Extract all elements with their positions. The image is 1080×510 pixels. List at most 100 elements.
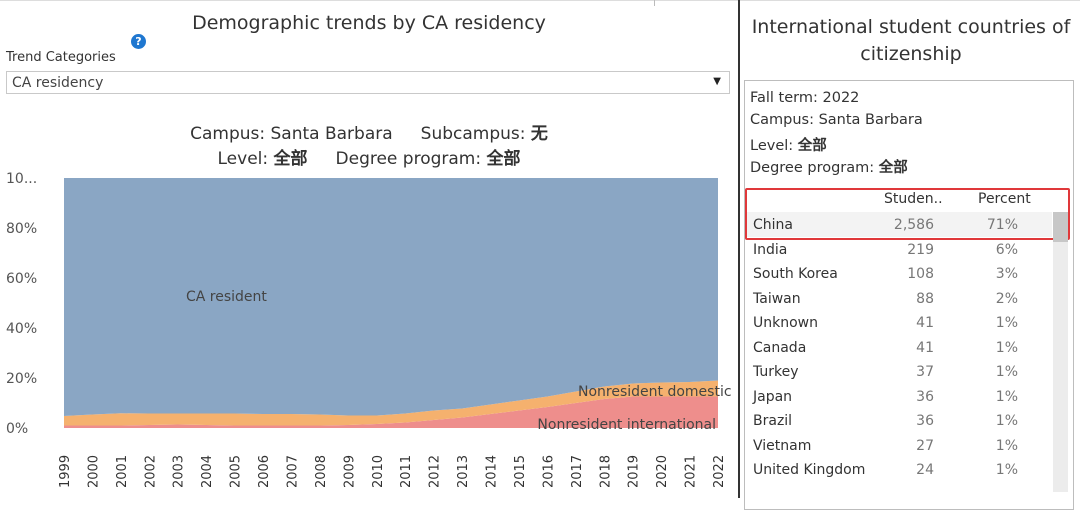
- x-tick-label: 2017: [570, 455, 585, 488]
- table-row[interactable]: Unknown 41 1%: [746, 312, 1052, 336]
- table-row[interactable]: South Korea 108 3%: [746, 263, 1052, 287]
- x-tick-label: 2021: [684, 455, 699, 488]
- student-percent: 1%: [995, 388, 1018, 405]
- chart-subtitle-line1: Campus: Santa Barbara Subcampus: 无: [0, 119, 738, 144]
- right-panel-title: International student countries of citiz…: [751, 16, 1071, 65]
- x-tick-label: 2013: [456, 455, 471, 488]
- level-label: Level:: [217, 149, 269, 169]
- help-icon[interactable]: ?: [131, 34, 146, 49]
- country-name: Vietnam: [753, 437, 812, 454]
- area-chart[interactable]: 0% 20% 40% 60% 80% 10... 1999 2000 2001 2002 2003…: [0, 170, 738, 498]
- table-row[interactable]: Turkey 37 1%: [746, 361, 1052, 385]
- right-level-label: Level:: [750, 138, 794, 154]
- student-percent: 1%: [995, 315, 1018, 331]
- dropdown-arrow-icon[interactable]: ▼: [713, 76, 721, 87]
- y-tick-label: 40%: [6, 321, 37, 337]
- x-tick-label: 2005: [229, 455, 244, 488]
- table-row[interactable]: China 2,586 71%: [746, 214, 1052, 238]
- country-name: Canada: [753, 339, 807, 356]
- x-tick-label: 2014: [485, 455, 500, 488]
- country-name: Japan: [753, 388, 793, 405]
- right-level-value: 全部: [797, 138, 827, 154]
- table-scrollbar-thumb[interactable]: [1053, 212, 1068, 242]
- student-count: 41: [916, 315, 934, 331]
- area-nonresident-domestic[interactable]: [64, 380, 718, 426]
- x-tick-label: 2022: [712, 455, 727, 488]
- country-name: Brazil: [753, 413, 793, 429]
- table-row[interactable]: Taiwan 88 2%: [746, 288, 1052, 312]
- table-row[interactable]: United Kingdom 24 1%: [746, 459, 1052, 483]
- x-tick-label: 2001: [115, 455, 130, 488]
- student-percent: 6%: [995, 241, 1018, 258]
- trend-categories-dropdown[interactable]: CA residency ▼: [6, 71, 730, 94]
- student-count: 41: [916, 339, 934, 356]
- y-tick-label: 10...: [6, 171, 37, 187]
- student-percent: 1%: [995, 413, 1018, 429]
- top-border: [0, 0, 1080, 6]
- campus-label: Campus: Santa Barbara: [190, 124, 393, 144]
- trend-categories-label: Trend Categories: [6, 50, 116, 65]
- x-tick-label: 2004: [200, 455, 215, 488]
- student-percent: 2%: [995, 290, 1018, 307]
- x-tick-label: 2009: [342, 455, 357, 488]
- country-name: India: [753, 241, 788, 258]
- x-tick-label: 2012: [428, 455, 443, 488]
- student-percent: 1%: [995, 437, 1018, 454]
- panel-divider: [738, 0, 740, 498]
- area-nonresident-international[interactable]: [64, 396, 718, 429]
- student-count: 27: [916, 437, 934, 454]
- area-label: CA resident: [186, 289, 267, 305]
- student-percent: 1%: [995, 364, 1018, 380]
- right-degree: Degree program: 全部: [750, 156, 908, 177]
- country-name: South Korea: [753, 266, 838, 282]
- x-tick-label: 2002: [143, 455, 158, 488]
- x-tick-label: 2010: [371, 455, 386, 488]
- right-level: Level: 全部: [750, 134, 827, 155]
- col-students-header[interactable]: Studen..: [884, 191, 943, 207]
- table-scrollbar[interactable]: [1053, 212, 1068, 492]
- table-row[interactable]: India 219 6%: [746, 239, 1052, 263]
- y-tick-label: 20%: [6, 371, 37, 387]
- student-count: 36: [916, 413, 934, 429]
- y-tick-label: 0%: [6, 421, 28, 437]
- right-degree-value: 全部: [878, 160, 908, 176]
- x-tick-label: 1999: [58, 455, 73, 488]
- table-row[interactable]: Japan 36 1%: [746, 386, 1052, 410]
- student-count: 219: [907, 241, 934, 258]
- highlight-box: [745, 188, 1070, 240]
- table-header: Studen.. Percent: [746, 188, 1070, 210]
- x-tick-label: 2011: [399, 455, 414, 488]
- fall-term: Fall term: 2022: [750, 90, 860, 106]
- student-percent: 1%: [995, 339, 1018, 356]
- table-row[interactable]: Brazil 36 1%: [746, 410, 1052, 434]
- x-tick-label: 2016: [541, 455, 556, 488]
- student-count: 88: [916, 290, 934, 307]
- area-label: Nonresident domestic: [578, 384, 732, 400]
- level-value: 全部: [273, 149, 308, 169]
- country-name: China: [753, 217, 793, 233]
- right-degree-label: Degree program:: [750, 160, 875, 176]
- student-percent: 1%: [995, 462, 1018, 478]
- x-tick-label: 2007: [285, 455, 300, 488]
- chart-subtitle-line2: Level: 全部 Degree program: 全部: [0, 144, 738, 169]
- x-tick-label: 2018: [598, 455, 613, 488]
- col-percent-header[interactable]: Percent: [978, 191, 1031, 207]
- x-tick-label: 2006: [257, 455, 272, 488]
- x-tick-label: 2003: [172, 455, 187, 488]
- table-row[interactable]: Canada 41 1%: [746, 337, 1052, 361]
- country-name: Turkey: [753, 364, 799, 380]
- area-label: Nonresident international: [537, 417, 716, 433]
- x-tick-label: 2008: [314, 455, 329, 488]
- y-tick-label: 60%: [6, 271, 37, 287]
- area-ca-resident[interactable]: [64, 178, 718, 416]
- student-count: 108: [907, 266, 934, 282]
- degree-value: 全部: [486, 149, 521, 169]
- dropdown-value: CA residency: [12, 75, 104, 91]
- student-percent: 3%: [995, 266, 1018, 282]
- x-tick-label: 2020: [655, 455, 670, 488]
- x-tick-label: 2019: [627, 455, 642, 488]
- right-campus: Campus: Santa Barbara: [750, 112, 923, 128]
- table-row[interactable]: Vietnam 27 1%: [746, 435, 1052, 459]
- country-name: Taiwan: [753, 290, 801, 307]
- y-tick-label: 80%: [6, 221, 37, 237]
